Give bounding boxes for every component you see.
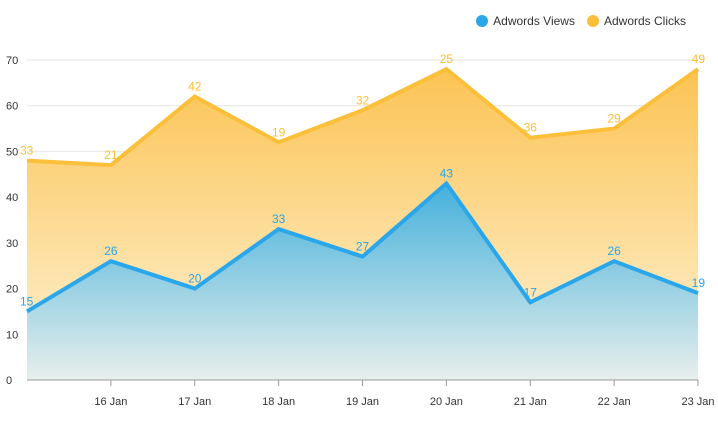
- data-label-adwords-clicks: 42: [188, 80, 202, 94]
- data-label-adwords-views: 20: [188, 272, 202, 286]
- data-label-adwords-views: 27: [356, 240, 370, 254]
- data-label-adwords-views: 15: [20, 294, 34, 308]
- x-tick-label: 23 Jan: [681, 396, 714, 408]
- line-adwords-clicks[interactable]: [26, 66, 700, 168]
- y-tick-label: 10: [6, 329, 18, 341]
- x-tick-label: 19 Jan: [346, 396, 379, 408]
- y-tick-label: 40: [6, 192, 18, 204]
- x-tick-label: 21 Jan: [514, 396, 547, 408]
- x-tick-label: 17 Jan: [178, 396, 211, 408]
- data-label-adwords-views: 26: [104, 244, 118, 258]
- data-label-adwords-clicks: 36: [524, 121, 538, 135]
- line-adwords-views[interactable]: [25, 180, 699, 314]
- x-tick-label: 22 Jan: [598, 396, 631, 408]
- data-label-adwords-clicks: 32: [356, 93, 370, 107]
- x-tick-label: 18 Jan: [262, 396, 295, 408]
- series-areas: [25, 66, 700, 381]
- data-label-adwords-clicks: 19: [272, 125, 286, 139]
- axes: 0 10 20 30 40 50 60 70 16 Jan 17 Jan 18 Jan 19 Jan 2…: [6, 55, 715, 408]
- legend-item-clicks[interactable]: Adwords Clicks: [586, 14, 686, 28]
- data-label-adwords-clicks: 33: [20, 144, 34, 158]
- data-label-adwords-views: 26: [607, 244, 621, 258]
- data-label-adwords-views: 43: [440, 166, 454, 180]
- x-tick-label: 20 Jan: [430, 396, 463, 408]
- legend-label-views: Adwords Views: [493, 14, 575, 28]
- y-tick-label: 70: [6, 55, 18, 67]
- y-tick-label: 50: [6, 146, 18, 158]
- data-label-adwords-clicks: 21: [104, 148, 118, 162]
- data-label-adwords-views: 17: [524, 285, 538, 299]
- legend-item-views[interactable]: Adwords Views: [476, 14, 575, 28]
- data-label-adwords-clicks: 49: [692, 52, 706, 66]
- legend-label-clicks: Adwords Clicks: [603, 14, 686, 28]
- area-adwords-views: [27, 183, 698, 380]
- y-tick-label: 0: [6, 375, 12, 387]
- x-tick-label: 16 Jan: [94, 396, 127, 408]
- y-tick-label: 30: [6, 238, 18, 250]
- data-label-adwords-views: 33: [272, 212, 286, 226]
- data-label-adwords-views: 19: [692, 276, 706, 290]
- legend-swatch-views: [476, 15, 489, 27]
- chart-legend: Adwords Views Adwords Clicks: [476, 14, 686, 28]
- data-label-adwords-clicks: 25: [440, 52, 454, 66]
- y-tick-label: 60: [6, 101, 18, 113]
- legend-swatch-clicks: [586, 15, 599, 27]
- data-label-adwords-clicks: 29: [607, 112, 621, 126]
- data-labels: 33 21 42 19 32 25 36 29 49 15 26 20 33 27 43 17 26 19: [20, 52, 705, 308]
- y-tick-label: 20: [6, 284, 18, 296]
